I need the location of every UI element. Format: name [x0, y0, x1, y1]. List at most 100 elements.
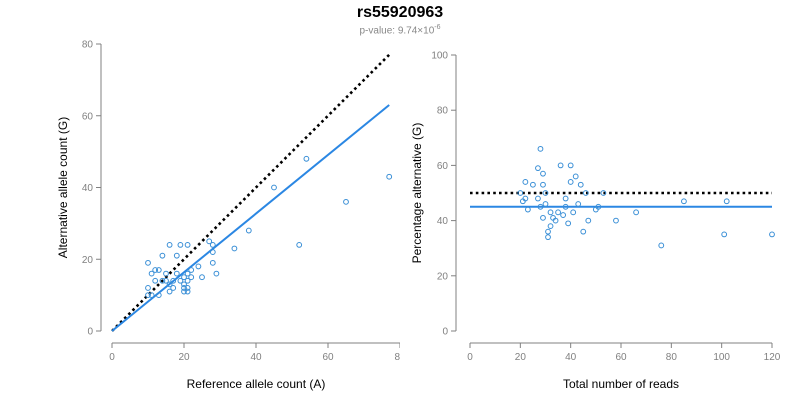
chart0-data-point	[145, 292, 151, 299]
chart0-data-point	[343, 198, 349, 205]
chart1-data-point	[522, 195, 529, 202]
chart0-data-point	[177, 277, 184, 284]
chart1-y-tick-label: 40	[437, 216, 449, 227]
chart0-data-point	[271, 184, 277, 191]
chart0-data-point	[296, 242, 303, 248]
chart1-y-axis-label: Percentage alternative (G)	[410, 123, 424, 264]
chart0-data-point	[184, 288, 191, 295]
chart1-data-point	[681, 198, 687, 205]
chart1-y-tick-label: 80	[437, 106, 449, 117]
chart1-data-point	[585, 217, 592, 224]
chart0-data-point	[166, 242, 173, 248]
chart0-data-point	[145, 285, 151, 291]
chart0-y-axis-label: Alternative allele count (G)	[56, 117, 70, 258]
chart1-data-point	[575, 201, 582, 207]
chart0-data-point	[181, 281, 187, 288]
chart1-data-point	[545, 234, 551, 241]
chart0-x-tick-label: 40	[250, 352, 262, 363]
chart1-data-point	[542, 201, 549, 207]
chart1-x-tick-label: 80	[666, 352, 678, 363]
chart0-data-point	[155, 267, 162, 273]
allele-count-scatter-plot: 0 20 40 60 80 0 20 40 60 80 Reference allele count…	[56, 40, 400, 391]
chart1-data-point	[535, 165, 541, 172]
chart0-data-point	[184, 242, 191, 248]
chart0-data-point	[188, 267, 195, 273]
chart0-data-point	[159, 252, 166, 259]
chart1-y-tick-label: 20	[437, 271, 449, 282]
chart0-data-point	[209, 242, 216, 248]
chart1-data-point	[535, 195, 541, 202]
chart0-data-point	[152, 267, 159, 273]
chart1-data-point	[613, 217, 619, 224]
chart0-data-point	[195, 263, 202, 270]
chart1-data-point	[567, 179, 574, 185]
chart0-data-point	[184, 285, 191, 291]
chart1-data-point	[524, 206, 531, 213]
chart-title: rs55920963	[356, 4, 444, 21]
chart1-data-point	[545, 228, 551, 235]
chart0-x-tick-label: 80	[394, 352, 400, 363]
percentage-alternative-scatter-plot: 0 20 40 60 80 100 0 20 40 60 80 100 120 Total number …	[410, 51, 781, 392]
chart0-data-point	[163, 270, 169, 277]
chart0-data-point	[152, 277, 159, 284]
chart1-data-point	[572, 173, 579, 180]
chart0-y-tick-label: 60	[82, 111, 94, 122]
chart1-data-point	[522, 179, 529, 185]
chart1-data-point	[540, 170, 546, 177]
chart1-x-tick-label: 120	[764, 352, 781, 363]
chart1-data-point	[658, 242, 665, 249]
chart0-data-point	[181, 288, 187, 295]
chart0-data-point	[173, 252, 180, 259]
chart1-data-point	[582, 190, 589, 196]
chart1-data-point	[595, 203, 602, 210]
chart0-y-tick-label: 20	[82, 255, 94, 266]
chart1-data-point	[517, 190, 524, 196]
chart0-data-point	[166, 288, 173, 295]
chart1-x-tick-label: 20	[515, 352, 527, 363]
chart0-data-point	[184, 270, 191, 277]
chart0-data-point	[155, 292, 162, 299]
chart0-data-point	[245, 227, 252, 234]
chart0-data-point	[206, 238, 213, 245]
chart0-data-point	[170, 285, 177, 291]
chart0-data-point	[163, 277, 169, 284]
chart0-x-tick-label: 60	[322, 352, 334, 363]
chart1-data-point	[547, 223, 554, 230]
chart0-reference-dotted-line	[111, 53, 391, 332]
chart1-data-point	[560, 212, 567, 218]
p-value-text: p-value: 9.74×10	[359, 25, 435, 37]
chart1-y-tick-label: 60	[437, 161, 449, 172]
chart1-y-tick-label: 100	[431, 51, 448, 62]
chart0-x-axis-label: Reference allele count (A)	[187, 377, 326, 391]
chart1-x-axis-label: Total number of reads	[563, 377, 679, 391]
chart1-x-tick-label: 40	[565, 352, 577, 363]
chart1-data-point	[555, 209, 561, 216]
chart0-data-point	[181, 274, 187, 281]
chart0-data-point	[173, 270, 180, 277]
chart1-data-point	[547, 209, 554, 216]
chart1-data-point	[600, 190, 607, 196]
chart1-data-point	[565, 220, 572, 227]
chart1-data-point	[562, 195, 569, 202]
chart0-data-point	[181, 285, 187, 291]
chart0-data-point	[148, 270, 155, 277]
chart1-data-point	[537, 145, 544, 152]
chart0-x-tick-label: 20	[178, 352, 190, 363]
chart1-data-point	[570, 209, 577, 216]
chart0-data-point	[213, 270, 220, 277]
chart1-data-point	[769, 231, 775, 238]
chart1-data-point	[537, 203, 544, 210]
chart1-data-point	[540, 181, 546, 188]
chart1-data-point	[723, 198, 730, 205]
chart1-data-point	[562, 203, 569, 210]
chart1-x-tick-label: 60	[615, 352, 627, 363]
chart0-data-point	[209, 249, 216, 255]
chart1-x-tick-label: 0	[467, 352, 473, 363]
chart1-data-point	[580, 228, 587, 235]
chart0-y-tick-label: 40	[82, 183, 94, 194]
chart0-data-point	[209, 259, 216, 266]
chart1-data-point	[540, 214, 546, 221]
chart0-y-tick-label: 80	[82, 40, 94, 51]
chart0-data-point	[170, 277, 177, 284]
chart1-data-point	[567, 162, 574, 169]
